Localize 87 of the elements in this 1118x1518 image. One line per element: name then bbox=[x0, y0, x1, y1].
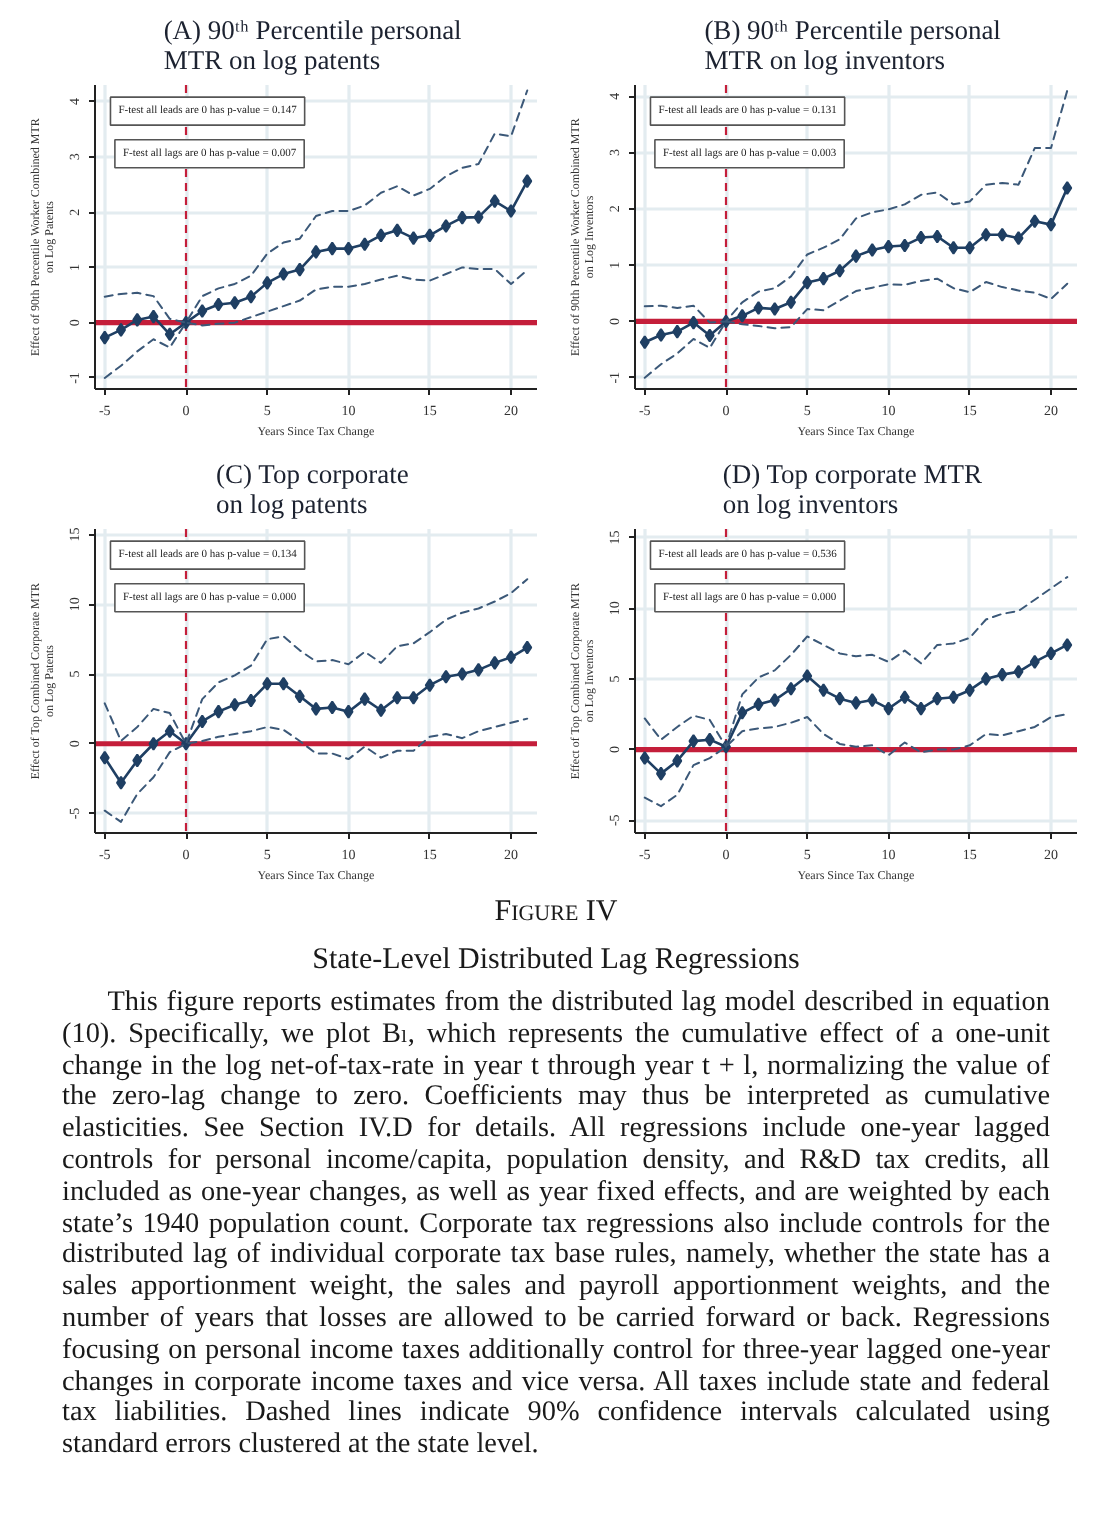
point bbox=[753, 300, 764, 315]
point bbox=[737, 308, 748, 323]
point bbox=[327, 241, 338, 256]
point bbox=[688, 734, 699, 749]
point bbox=[769, 302, 780, 317]
point bbox=[522, 640, 533, 655]
point bbox=[672, 324, 683, 339]
point bbox=[834, 263, 845, 278]
point bbox=[883, 239, 894, 254]
point bbox=[899, 690, 910, 705]
point bbox=[802, 669, 813, 684]
point bbox=[213, 704, 224, 719]
point bbox=[997, 227, 1008, 242]
text: This figure reports estimates from the distributed lag model described in equation (10). Specifically, we plot Bₗ, which represents the cumulative effect of a one-unit change in the log net-of-tax-rate in year t through year t + l, normalizing the value of the zero-lag change to zero. Coefficients may thus be interpreted as cumulative elasticities. See Section IV.D for details. All regressions include one-year lagged controls for personal income/capita, population density, and R&D tax credits, all included as one-year changes, as well as year fixed effects, and are weighted by each state’s 1940 population count. Corporate tax regressions also include controls for the distributed lag of individual corporate tax base rules, namely, whether the state has a sales apportionment weight, the sales and payroll apportionment weights, and the number of years that losses are allowed to be carried forward or back. Regressions focusing on personal income taxes additionally control for three-year lagged one-year changes in corporate income taxes and vice versa. All taxes include state and federal tax liabilities. Dashed lines indicate 90% confidence intervals calculated using standard errors clustered at the state level. bbox=[62, 986, 1050, 1461]
point bbox=[294, 689, 305, 704]
point bbox=[197, 714, 208, 729]
point bbox=[769, 693, 780, 708]
point bbox=[704, 732, 715, 747]
point bbox=[1029, 214, 1040, 229]
point bbox=[164, 327, 175, 342]
point bbox=[457, 210, 468, 225]
point bbox=[964, 240, 975, 255]
point bbox=[867, 693, 878, 708]
point bbox=[408, 231, 419, 246]
point bbox=[359, 237, 370, 252]
point bbox=[424, 678, 435, 693]
point bbox=[802, 275, 813, 290]
point bbox=[262, 676, 273, 691]
point bbox=[489, 194, 500, 209]
point bbox=[148, 309, 159, 324]
point bbox=[899, 238, 910, 253]
point bbox=[343, 704, 354, 719]
point bbox=[704, 328, 715, 343]
point bbox=[457, 667, 468, 682]
point bbox=[164, 724, 175, 739]
point bbox=[229, 295, 240, 310]
point bbox=[278, 267, 289, 282]
point bbox=[818, 683, 829, 698]
point bbox=[392, 690, 403, 705]
point bbox=[688, 315, 699, 330]
point bbox=[294, 262, 305, 277]
point bbox=[753, 697, 764, 712]
point bbox=[737, 705, 748, 720]
text: Figure IV bbox=[492, 896, 620, 930]
point bbox=[818, 271, 829, 286]
point bbox=[1013, 664, 1024, 679]
point bbox=[522, 174, 533, 189]
point bbox=[834, 691, 845, 706]
point bbox=[99, 750, 110, 765]
point bbox=[278, 676, 289, 691]
point bbox=[932, 229, 943, 244]
point bbox=[99, 330, 110, 345]
point bbox=[473, 210, 484, 225]
point bbox=[229, 697, 240, 712]
point bbox=[948, 690, 959, 705]
point bbox=[1013, 231, 1024, 246]
point bbox=[867, 242, 878, 257]
point bbox=[408, 690, 419, 705]
point bbox=[489, 655, 500, 670]
point bbox=[359, 692, 370, 707]
point bbox=[424, 228, 435, 243]
point bbox=[883, 701, 894, 716]
point bbox=[197, 304, 208, 319]
point bbox=[964, 683, 975, 698]
text: State-Level Distributed Lag Regressions bbox=[310, 944, 802, 978]
point bbox=[132, 753, 143, 768]
point bbox=[132, 312, 143, 327]
point bbox=[1062, 181, 1073, 196]
point bbox=[1029, 654, 1040, 669]
point bbox=[997, 667, 1008, 682]
point bbox=[213, 297, 224, 312]
point bbox=[327, 700, 338, 715]
point bbox=[262, 275, 273, 290]
point bbox=[343, 241, 354, 256]
point bbox=[1062, 637, 1073, 652]
point bbox=[392, 223, 403, 238]
point bbox=[639, 335, 650, 350]
point bbox=[932, 691, 943, 706]
point bbox=[148, 736, 159, 751]
point bbox=[672, 753, 683, 768]
chart-title: (D) Top corporate MTR on log inventors bbox=[722, 459, 983, 519]
chart-title: (A) 90ᵗʰ Percentile personal MTR on log patents bbox=[163, 15, 463, 75]
point bbox=[639, 751, 650, 766]
point bbox=[948, 240, 959, 255]
chart-title: (C) Top corporate on log patents bbox=[216, 459, 409, 519]
chart-title: (B) 90ᵗʰ Percentile personal MTR on log inventors bbox=[704, 15, 1002, 75]
point bbox=[473, 662, 484, 677]
